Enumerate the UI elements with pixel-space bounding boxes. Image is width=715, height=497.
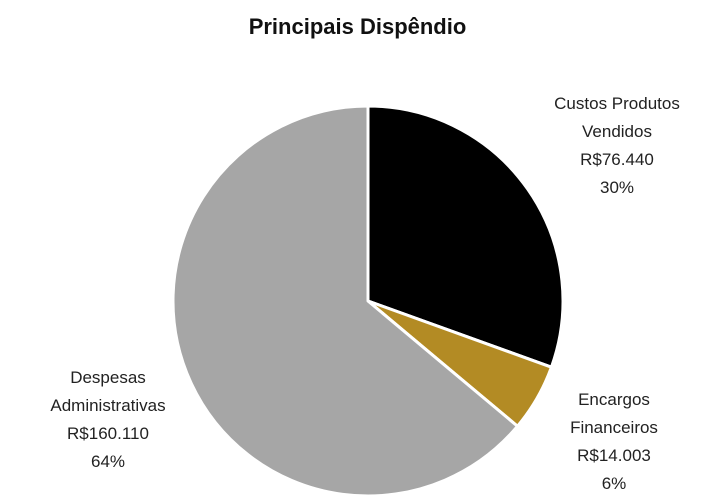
label-percent: 6% (601, 474, 627, 493)
pie-slice (171, 104, 519, 497)
label-category: Encargos Financeiros (570, 390, 658, 437)
label-percent: 64% (90, 452, 126, 471)
data-label: Custos Produtos Vendidos R$76.440 30% (547, 90, 687, 202)
chart-title: Principais Dispêndio (248, 14, 467, 39)
data-label: Despesas Administrativas R$160.110 64% (33, 364, 183, 476)
label-value: R$160.110 (67, 424, 149, 443)
label-category: Custos Produtos Vendidos (554, 94, 680, 141)
pie-slice (366, 104, 565, 369)
data-label: Encargos Financeiros R$14.003 6% (549, 386, 679, 497)
label-value: R$14.003 (577, 446, 651, 465)
label-percent: 30% (599, 178, 635, 197)
label-value: R$76.440 (580, 150, 654, 169)
label-category: Despesas Administrativas (50, 368, 166, 415)
